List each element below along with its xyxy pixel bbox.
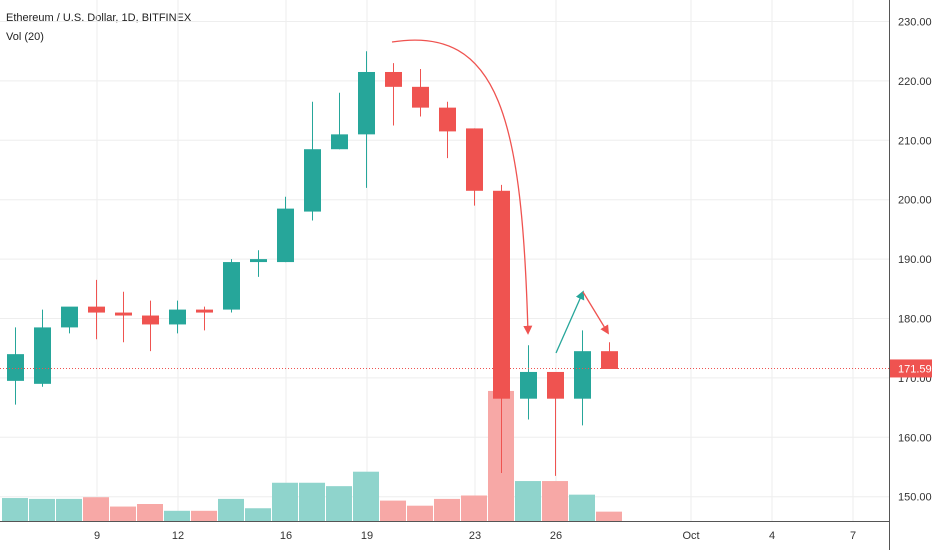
curved-arrow-annotation: [391, 39, 533, 335]
x-tick-label: 19: [361, 530, 373, 542]
volume-bars: [2, 390, 622, 521]
candle-body: [223, 262, 240, 310]
volume-bar: [272, 482, 298, 521]
volume-bar: [218, 498, 244, 521]
volume-bar: [515, 481, 541, 521]
volume-bar: [191, 510, 217, 521]
candle-body: [196, 309, 213, 313]
y-tick-label: 220.00: [898, 76, 932, 88]
last-price-label: 171.59: [898, 363, 932, 375]
candle-body: [88, 306, 105, 313]
x-tick-label: Oct: [682, 530, 699, 542]
candle-body: [169, 309, 186, 325]
volume-bar: [407, 505, 433, 521]
grid: [0, 0, 889, 521]
volume-bar: [29, 498, 55, 521]
volume-bar: [380, 500, 406, 521]
candle-body: [142, 315, 159, 325]
candle-body: [7, 354, 24, 381]
last-price-badge: [889, 359, 932, 378]
candle-body: [115, 312, 132, 316]
candle-body: [466, 128, 483, 191]
candle-body: [439, 107, 456, 132]
y-tick-label: 230.00: [898, 17, 932, 29]
volume-bar: [299, 482, 325, 521]
volume-bar: [596, 511, 622, 521]
volume-bar: [353, 471, 379, 521]
volume-bar: [137, 504, 163, 521]
volume-bar: [461, 495, 487, 521]
y-tick-label: 200.00: [898, 195, 932, 207]
candle-body: [61, 306, 78, 328]
x-tick-label: 9: [94, 530, 100, 542]
candle-body: [520, 371, 537, 399]
candle-body: [385, 71, 402, 87]
volume-bar: [56, 498, 82, 521]
candle-body: [547, 371, 564, 399]
x-tick-label: 16: [280, 530, 292, 542]
volume-bar: [83, 497, 109, 521]
candle-body: [601, 351, 618, 369]
candle-body: [331, 134, 348, 150]
candle-body: [250, 259, 267, 263]
volume-bar: [245, 508, 271, 521]
y-tick-label: 180.00: [898, 314, 932, 326]
drawing-annotations: [0, 39, 889, 369]
candle-body: [304, 149, 321, 212]
volume-bar: [110, 506, 136, 521]
x-tick-label: 23: [469, 530, 481, 542]
volume-bar: [542, 481, 568, 521]
volume-legend[interactable]: Vol (20): [6, 31, 44, 43]
x-tick-label: 12: [172, 530, 184, 542]
volume-bar: [569, 494, 595, 521]
volume-bar: [326, 486, 352, 521]
x-tick-label: 7: [850, 530, 856, 542]
x-tick-label: 26: [550, 530, 562, 542]
x-tick-label: 4: [769, 530, 775, 542]
y-tick-label: 190.00: [898, 254, 932, 266]
y-tick-label: 150.00: [898, 492, 932, 504]
candle-body: [493, 190, 510, 399]
volume-bar: [434, 498, 460, 521]
y-tick-label: 210.00: [898, 135, 932, 147]
candle-body: [574, 351, 591, 399]
y-tick-label: 160.00: [898, 432, 932, 444]
volume-bar: [2, 498, 28, 521]
candle-body: [412, 86, 429, 108]
down-arrow-annotation: [582, 291, 609, 335]
candle-body: [358, 71, 375, 135]
up-arrow-annotation: [555, 290, 585, 354]
candles: [7, 51, 618, 476]
candle-body: [34, 327, 51, 384]
volume-bar: [164, 510, 190, 521]
candle-body: [277, 208, 294, 263]
